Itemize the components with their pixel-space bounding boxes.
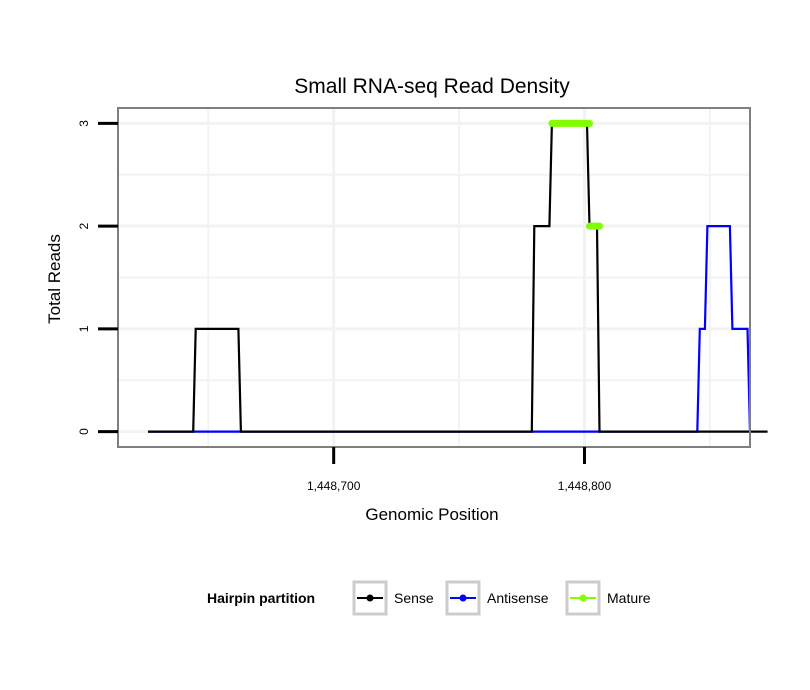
x-axis-label: Genomic Position [365,505,498,524]
series-line-antisense [148,225,752,433]
legend-key-point [366,594,374,602]
y-tick-label: 1 [77,325,91,332]
legend-key-point [579,594,587,602]
chart-title: Small RNA-seq Read Density [294,75,570,98]
y-tick-label: 0 [77,428,91,435]
legend-key-point [459,594,467,602]
legend-label-sense: Sense [394,590,434,606]
legend-label-antisense: Antisense [487,590,549,606]
legend: Hairpin partition Sense Antisense Mature [207,580,651,616]
y-tick-label: 3 [77,120,91,127]
legend-label-mature: Mature [607,590,651,606]
y-tick-label: 2 [77,222,91,229]
legend-title: Hairpin partition [207,590,315,606]
y-axis-label: Total Reads [45,234,64,324]
plot-border [117,107,751,448]
x-tick-label: 1,448,700 [307,479,361,493]
x-tick-label: 1,448,800 [558,479,612,493]
axes: 1,448,700 1,448,800 0 1 2 3 [77,120,611,493]
data-layer [148,119,768,433]
